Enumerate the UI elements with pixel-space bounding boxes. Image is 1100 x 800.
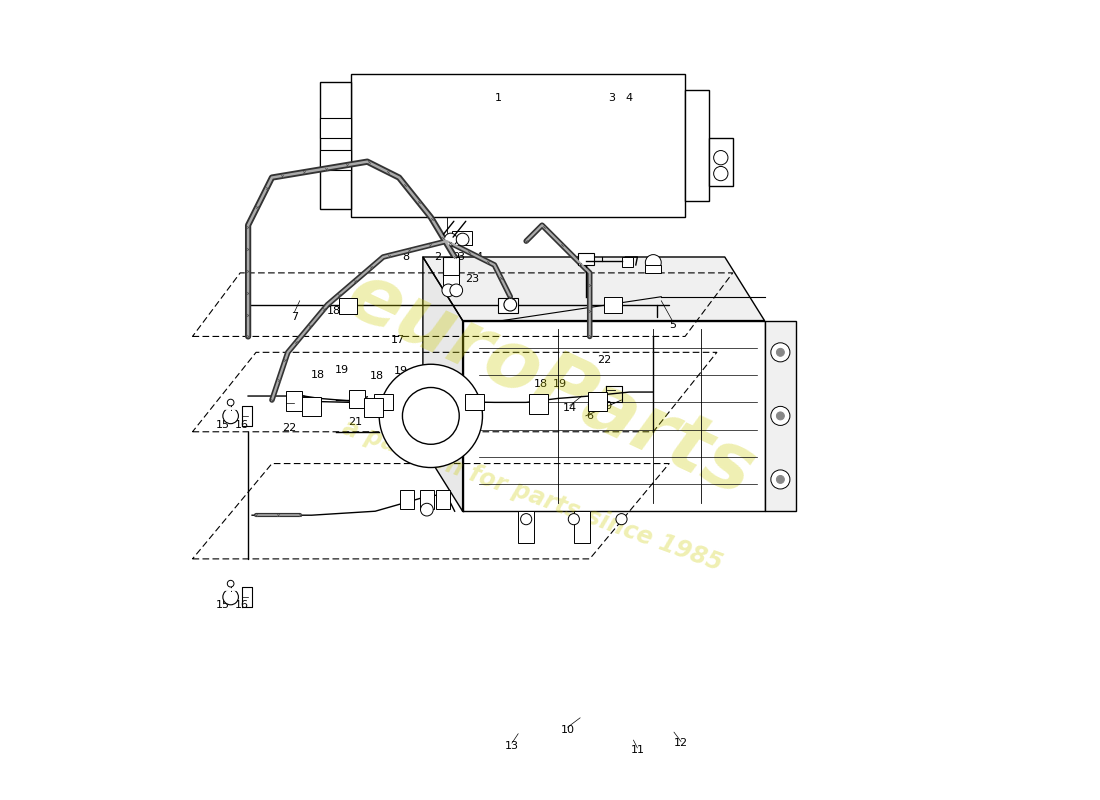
Text: 19: 19 [394,366,408,376]
Circle shape [714,166,728,181]
Text: 11: 11 [630,745,645,754]
Text: 17: 17 [394,386,408,395]
Text: 6: 6 [586,411,593,421]
Circle shape [569,514,580,525]
Bar [764,321,796,511]
Bar [465,394,484,410]
Bar [442,275,459,285]
Circle shape [450,284,463,297]
Bar [578,253,594,265]
Bar [621,257,634,266]
Bar [320,150,351,170]
Text: 8: 8 [402,252,409,262]
Text: 21: 21 [349,418,362,427]
Text: 5: 5 [670,319,676,330]
Text: 4: 4 [475,252,482,262]
Circle shape [228,399,234,406]
Polygon shape [422,257,463,511]
Text: 16: 16 [234,421,249,430]
Text: 16: 16 [234,600,249,610]
Bar [400,490,415,509]
Bar [518,511,535,543]
Circle shape [714,150,728,165]
Bar [320,118,351,138]
Circle shape [771,470,790,489]
Bar [452,230,472,245]
Bar [302,397,321,416]
Text: 23: 23 [465,274,480,284]
Bar [340,298,358,314]
Circle shape [420,503,433,516]
Text: 7: 7 [290,311,298,322]
Text: 18: 18 [534,379,548,389]
Circle shape [442,284,454,297]
Bar [529,394,548,414]
Bar [708,138,733,186]
Circle shape [228,580,234,587]
Bar [286,391,302,411]
Bar [420,490,434,509]
Text: 12: 12 [674,738,689,748]
Polygon shape [422,257,764,321]
Text: euroParts: euroParts [333,255,767,513]
Text: 22: 22 [283,423,297,433]
Bar [604,297,622,313]
Text: 4: 4 [626,93,632,103]
Circle shape [456,233,469,246]
Circle shape [223,590,239,605]
Bar [574,511,590,543]
Circle shape [771,342,790,362]
Circle shape [616,514,627,525]
Text: 13: 13 [505,741,519,750]
Bar [374,394,393,410]
Text: 20: 20 [598,402,613,411]
Bar [442,257,459,277]
Circle shape [777,348,784,356]
Circle shape [520,514,531,525]
Circle shape [771,406,790,426]
Text: 15: 15 [216,600,230,610]
Bar [588,392,607,411]
Bar [646,265,661,273]
Text: 2: 2 [433,252,441,262]
Text: 14: 14 [563,403,576,413]
Text: 3: 3 [608,93,616,103]
Polygon shape [463,321,764,511]
Circle shape [777,475,784,483]
Text: 19: 19 [334,365,349,375]
Text: 18: 18 [370,371,384,381]
Circle shape [223,408,239,424]
Circle shape [444,233,458,246]
Text: 18: 18 [311,370,326,379]
Text: a passion for parts since 1985: a passion for parts since 1985 [339,415,726,575]
Text: 18: 18 [327,306,341,316]
Circle shape [504,298,517,311]
Bar [320,82,351,210]
Text: 10: 10 [561,725,574,734]
Text: 15: 15 [216,421,230,430]
Text: 3: 3 [458,252,464,262]
Text: 19: 19 [552,379,567,389]
Text: 22: 22 [597,355,612,366]
Circle shape [379,364,483,467]
Text: 17: 17 [390,335,405,346]
Bar [498,298,518,313]
Circle shape [403,387,459,444]
Bar [349,390,365,408]
Circle shape [646,254,661,270]
Bar [364,398,383,418]
Text: 9: 9 [453,252,460,262]
Bar [436,490,450,509]
Bar [351,74,685,218]
Circle shape [777,412,784,420]
Bar [685,90,708,202]
Text: 1: 1 [495,93,502,103]
